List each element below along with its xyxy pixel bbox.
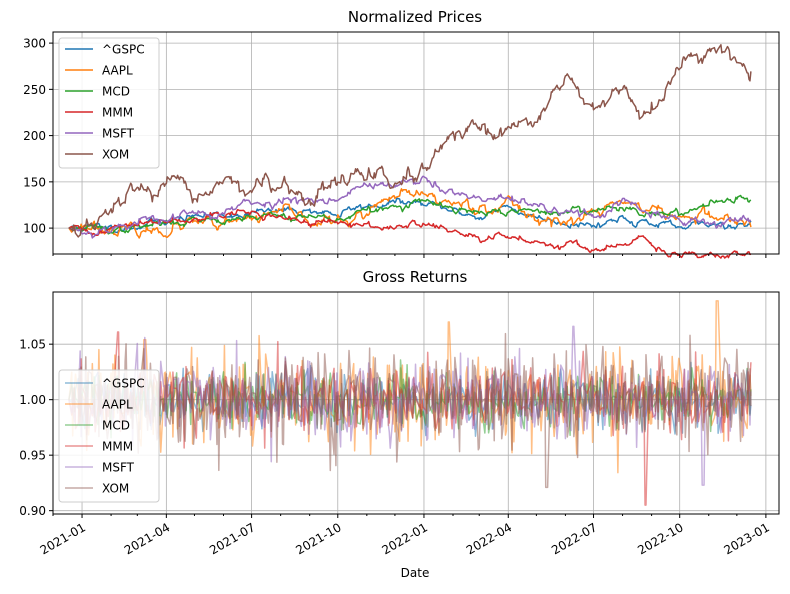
top-chart-title: Normalized Prices xyxy=(348,8,482,26)
top-series-line-5 xyxy=(68,175,751,239)
bot-y-tick-label: 0.95 xyxy=(19,449,46,463)
bottom-legend-label: MSFT xyxy=(102,461,135,475)
top-y-tick-label: 100 xyxy=(23,222,46,236)
top-legend-label: MSFT xyxy=(102,127,135,141)
top-legend: ^GSPC AAPL MCD MMM MSFT XOM xyxy=(58,37,160,169)
top-y-tick-label: 300 xyxy=(23,37,46,51)
top-series-line-6 xyxy=(68,44,752,238)
bottom-chart-title: Gross Returns xyxy=(363,268,468,286)
bottom-y-ticks: 0.90 0.95 1.00 1.05 xyxy=(19,338,53,518)
top-series-lines xyxy=(68,44,752,259)
top-legend-label: XOM xyxy=(102,148,129,162)
bottom-legend-box xyxy=(58,369,160,503)
normalized-prices-chart: Normalized Prices 100 150 200 250 300 ^GSPC A… xyxy=(23,8,780,259)
bot-y-tick-label: 1.00 xyxy=(19,393,46,407)
bot-y-tick-label: 0.90 xyxy=(19,504,46,518)
bottom-legend-label: AAPL xyxy=(102,398,133,412)
top-series-line-4 xyxy=(68,208,752,259)
bottom-legend-label: ^GSPC xyxy=(102,377,145,391)
top-y-tick-label: 150 xyxy=(23,175,46,189)
top-series-line-3 xyxy=(68,194,752,235)
top-legend-label: AAPL xyxy=(102,64,133,78)
top-y-ticks: 100 150 200 250 300 xyxy=(23,37,53,236)
top-series-line-1 xyxy=(68,197,752,234)
top-legend-label: ^GSPC xyxy=(102,43,145,57)
top-y-tick-label: 200 xyxy=(23,129,46,143)
bottom-legend-label: MCD xyxy=(102,419,130,433)
top-y-tick-label: 250 xyxy=(23,83,46,97)
top-legend-label: MMM xyxy=(102,106,133,120)
top-legend-label: MCD xyxy=(102,85,130,99)
bottom-series-line-6 xyxy=(68,332,752,489)
bottom-legend-label: XOM xyxy=(102,482,129,496)
top-axes-frame xyxy=(52,31,780,255)
bottom-axes-frame xyxy=(52,291,780,515)
bottom-legend-label: MMM xyxy=(102,440,133,454)
bottom-legend: ^GSPC AAPL MCD MMM MSFT XOM xyxy=(58,369,160,503)
bottom-series-lines xyxy=(68,300,752,506)
bot-y-tick-label: 1.05 xyxy=(19,338,46,352)
x-axis-label: Date xyxy=(401,566,430,580)
